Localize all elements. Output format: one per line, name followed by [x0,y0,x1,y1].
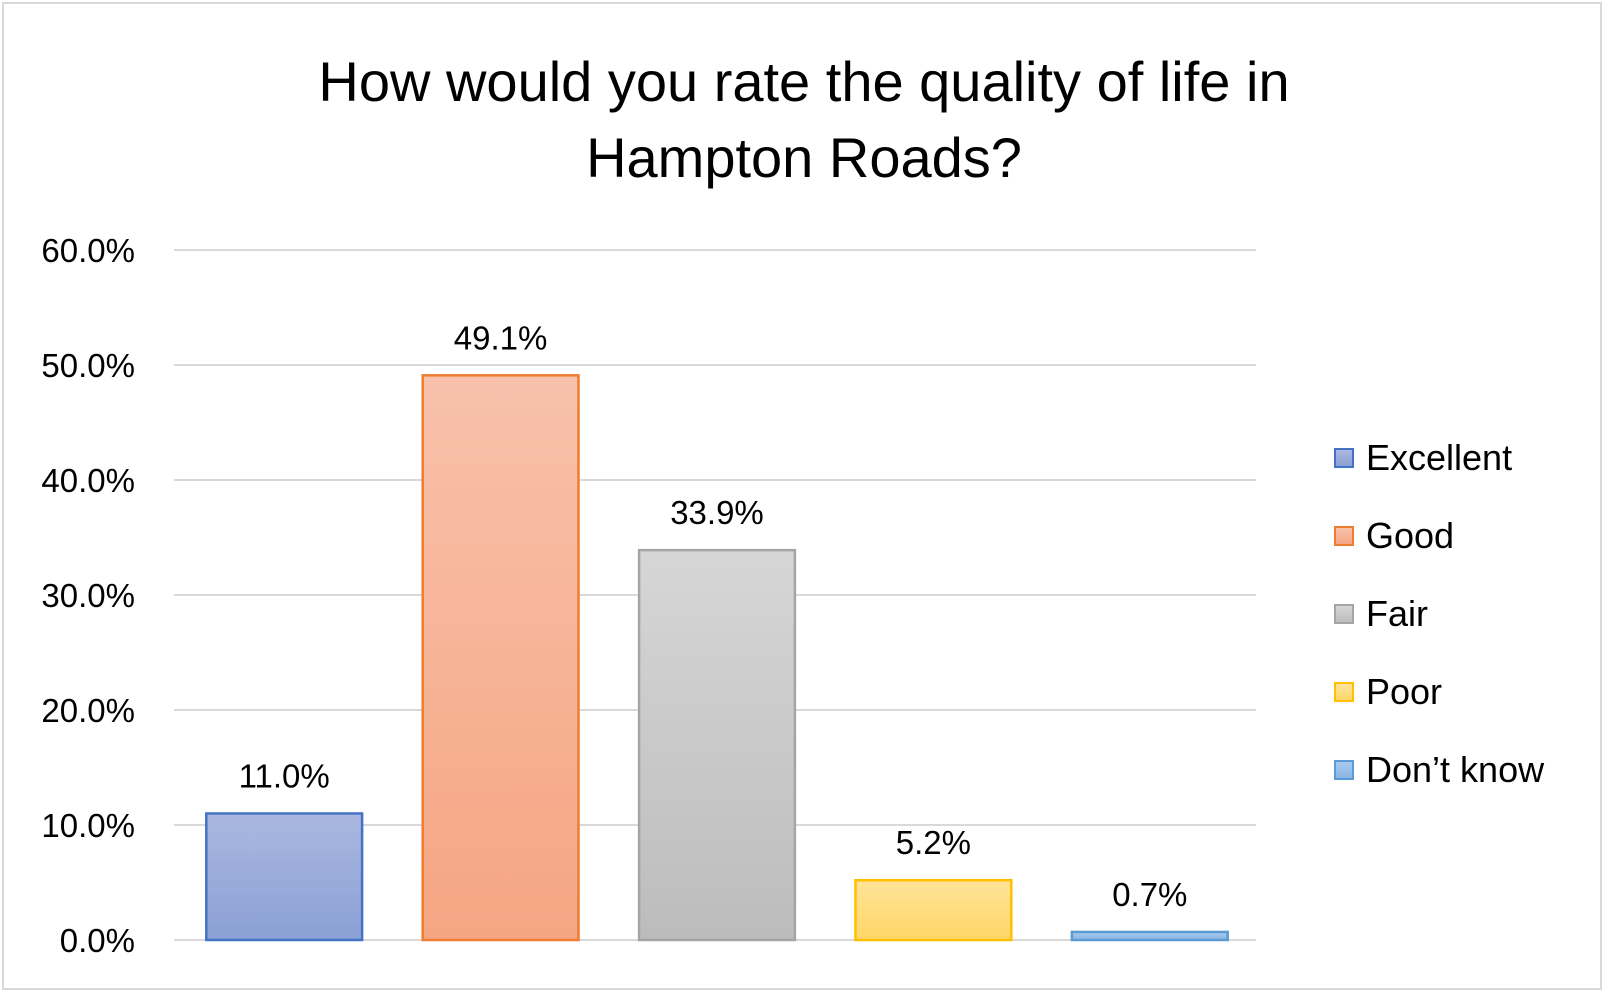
legend-item: Don’t know [1334,731,1544,809]
bar-good [421,374,580,942]
legend-item: Fair [1334,575,1544,653]
data-label: 33.9% [670,494,764,531]
chart-title-line-1: How would you rate the quality of life i… [318,50,1290,113]
y-tick-label: 60.0% [41,232,135,269]
legend-item: Excellent [1334,419,1544,497]
legend-item: Poor [1334,653,1544,731]
legend-label: Don’t know [1366,749,1545,790]
y-tick-label: 30.0% [41,577,135,614]
bar-poor [854,878,1013,942]
y-tick-label: 0.0% [60,922,135,959]
legend-swatch [1334,604,1354,624]
legend-label: Fair [1366,593,1428,634]
bar-don-t-know [1070,930,1229,942]
legend-swatch [1334,682,1354,702]
data-label: 11.0% [239,758,330,795]
chart-legend: Excellent Good Fair Poor Don’t know [1334,419,1544,809]
legend-swatch [1334,448,1354,468]
data-label: 49.1% [454,319,548,356]
legend-label: Poor [1366,671,1443,712]
data-label: 5.2% [896,824,971,861]
bar-chart-plot: 0.0% 10.0% 20.0% 30.0% 40.0% 50.0% 60.0% 11.0% 4… [41,232,1256,959]
legend-label: Good [1366,515,1455,556]
legend-swatch [1334,760,1354,780]
y-tick-label: 10.0% [41,807,135,844]
data-label: 0.7% [1112,876,1187,913]
y-tick-label: 40.0% [41,462,135,499]
chart-title-line-2: Hampton Roads? [586,126,1022,189]
legend-swatch [1334,526,1354,546]
y-tick-label: 20.0% [41,692,135,729]
legend-item: Good [1334,497,1544,575]
legend-label: Excellent [1366,437,1513,478]
y-tick-label: 50.0% [41,347,135,384]
bar-excellent [205,812,364,942]
bar-fair [637,548,797,942]
chart-title: How would you rate the quality of life i… [174,44,1434,196]
